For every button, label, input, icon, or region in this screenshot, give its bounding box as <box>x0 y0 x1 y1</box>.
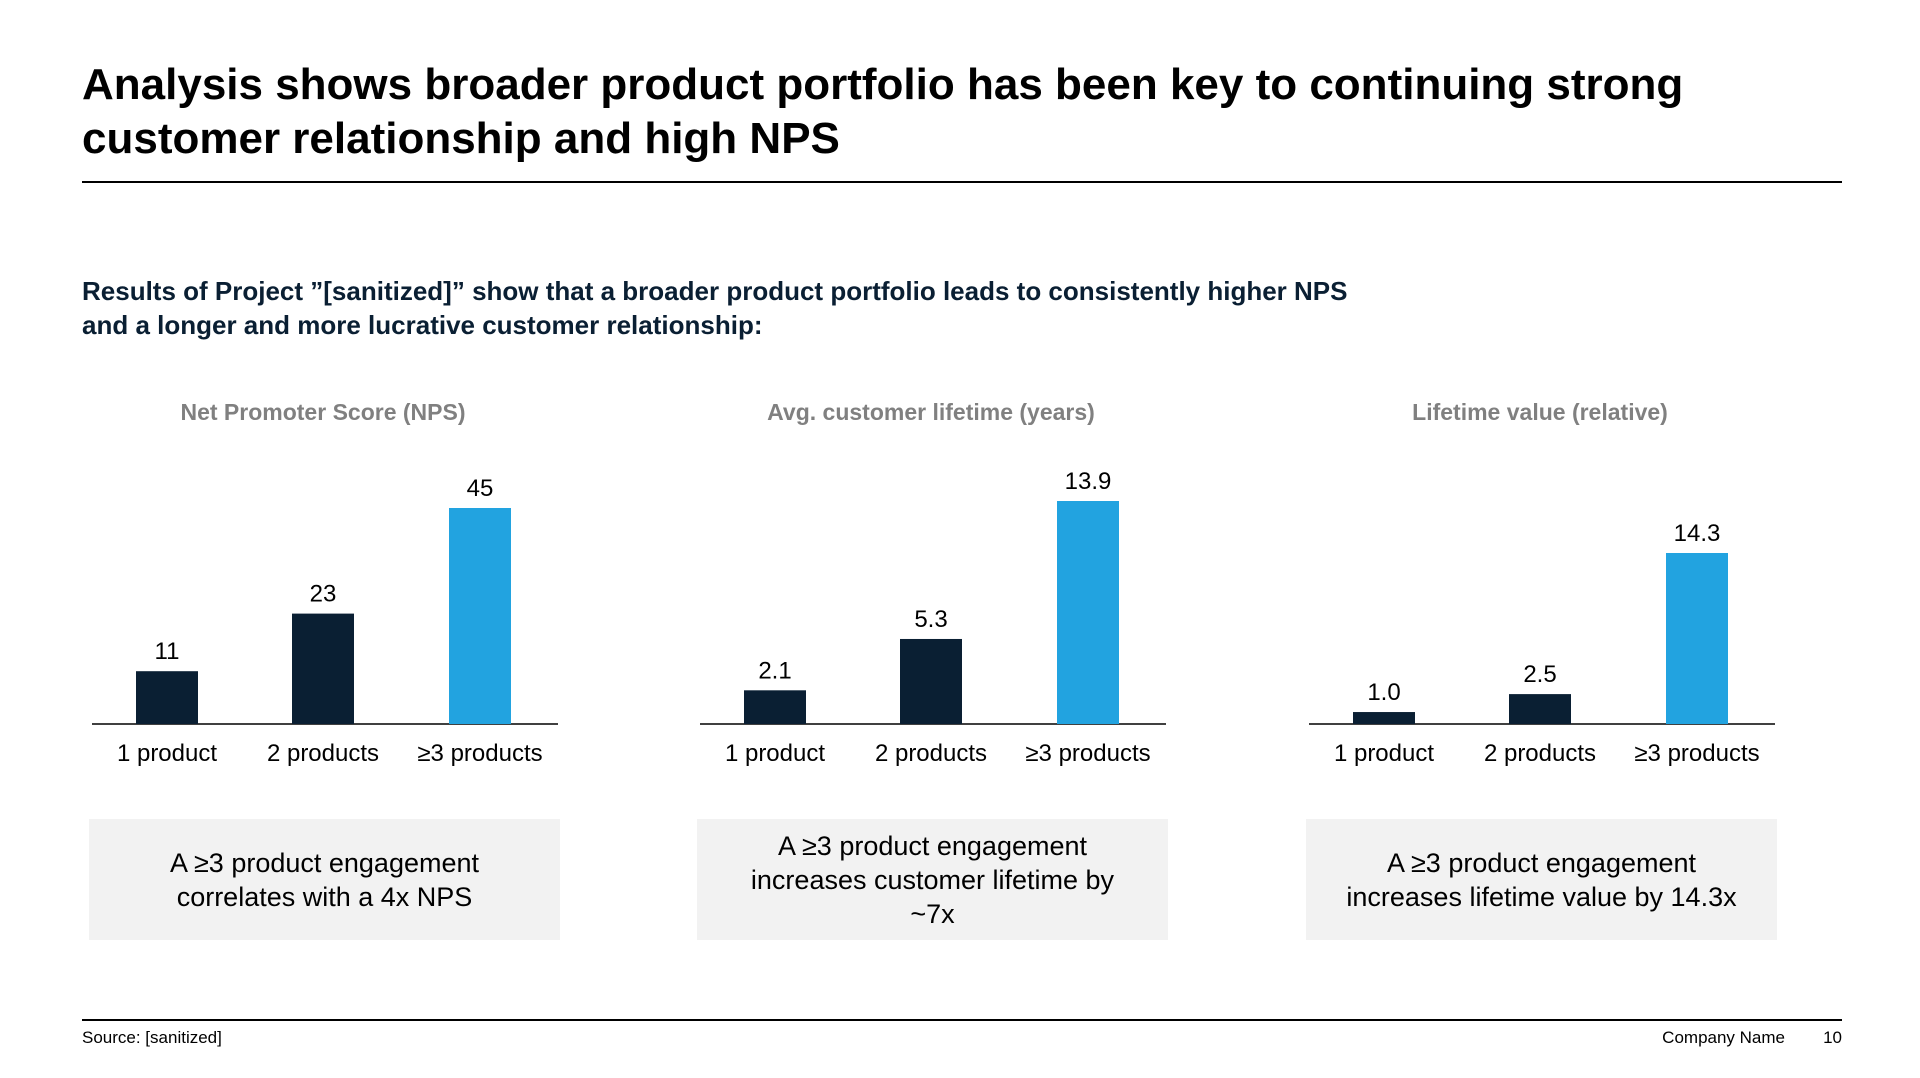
bar-3 <box>449 508 511 724</box>
chart-title: Avg. customer lifetime (years) <box>767 399 1095 425</box>
data-label: 23 <box>310 581 337 608</box>
bar-3 <box>1666 553 1728 724</box>
category-label: 1 product <box>1334 740 1434 767</box>
data-label: 1.0 <box>1367 679 1400 706</box>
subtitle-line-1: Results of Project ”[sanitized]” show th… <box>82 276 1348 306</box>
data-label: 5.3 <box>914 606 947 633</box>
takeaway-text: A ≥3 product engagement increases lifeti… <box>1346 847 1737 912</box>
bar-chart: 2.1 1 product 5.3 2 products 13.9 ≥3 products <box>700 468 1166 767</box>
category-label: 2 products <box>875 740 987 767</box>
takeaway-box: A ≥3 product engagement correlates with … <box>89 819 560 940</box>
footer-divider <box>82 1019 1842 1021</box>
takeaway-text: A ≥3 product engagement increases custom… <box>750 830 1115 929</box>
category-label: 1 product <box>725 740 825 767</box>
chart-3: Lifetime value (relative) 1.0 1 product 2.5… <box>1240 395 1840 955</box>
chart-title: Net Promoter Score (NPS) <box>180 399 466 425</box>
data-label: 2.5 <box>1523 661 1556 688</box>
bar-2 <box>900 638 962 724</box>
subtitle-line-2: and a longer and more lucrative customer… <box>82 310 763 340</box>
category-label: 1 product <box>117 740 217 767</box>
data-label: 2.1 <box>758 657 791 684</box>
footer-source: Source: [sanitized] <box>82 1028 222 1047</box>
chart-2: Avg. customer lifetime (years) 2.1 1 produ… <box>631 395 1231 955</box>
bar-chart: 11 1 product 23 2 products 45 ≥3 products <box>92 475 558 767</box>
data-label: 13.9 <box>1065 468 1112 495</box>
subtitle: Results of Project ”[sanitized]” show th… <box>82 274 1347 342</box>
takeaway-box: A ≥3 product engagement increases lifeti… <box>1306 819 1777 940</box>
category-label: 2 products <box>1484 740 1596 767</box>
category-label: ≥3 products <box>1025 740 1150 767</box>
category-label: 2 products <box>267 740 379 767</box>
bar-3 <box>1057 501 1119 724</box>
data-label: 11 <box>155 638 180 665</box>
footer-company: Company Name <box>1662 1028 1785 1047</box>
category-label: ≥3 products <box>1634 740 1759 767</box>
chart-title: Lifetime value (relative) <box>1412 399 1668 425</box>
takeaway-text: A ≥3 product engagement correlates with … <box>169 847 480 912</box>
chart-1: Net Promoter Score (NPS) 11 1 product 23 2 p… <box>23 395 623 955</box>
bar-2 <box>292 613 354 724</box>
data-label: 14.3 <box>1674 520 1721 547</box>
bar-2 <box>1509 694 1571 724</box>
data-label: 45 <box>467 475 494 502</box>
title-divider <box>82 181 1842 183</box>
bar-chart: 1.0 1 product 2.5 2 products 14.3 ≥3 products <box>1309 520 1775 767</box>
slide-title: Analysis shows broader product portfolio… <box>82 60 1684 163</box>
bar-1 <box>1353 712 1415 724</box>
bar-1 <box>744 690 806 724</box>
footer-page-number: 10 <box>1823 1028 1842 1047</box>
bar-1 <box>136 671 198 724</box>
takeaway-box: A ≥3 product engagement increases custom… <box>697 819 1168 940</box>
category-label: ≥3 products <box>417 740 542 767</box>
